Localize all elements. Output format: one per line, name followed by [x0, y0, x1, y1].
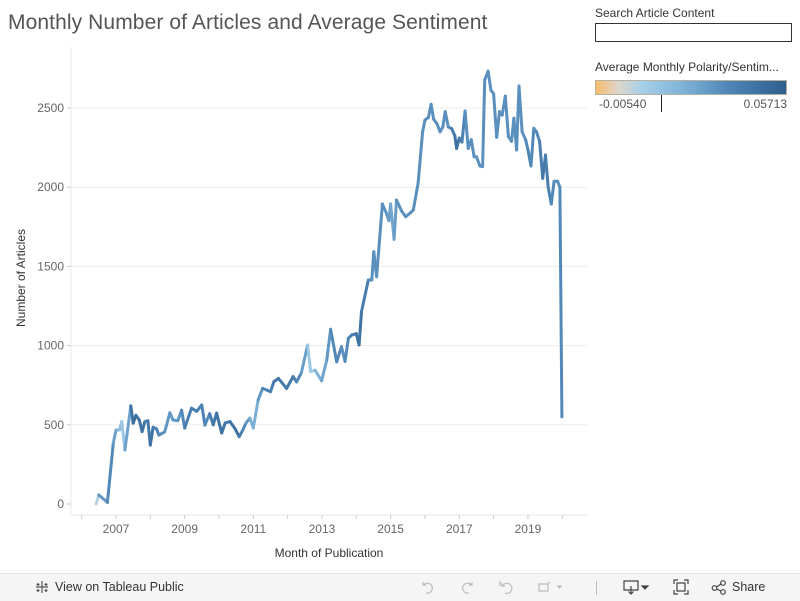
- line-segment: [411, 181, 420, 212]
- line-segment: [360, 278, 370, 314]
- revert-button[interactable]: [498, 579, 514, 595]
- legend-min-label: -0.00540: [599, 97, 647, 111]
- line-segment: [220, 421, 227, 435]
- legend-zero-marker: [661, 95, 662, 112]
- line-segment: [123, 404, 133, 452]
- line-segment: [306, 343, 313, 374]
- y-tick-label: 500: [44, 418, 64, 432]
- line-segment: [524, 138, 530, 152]
- line-segment: [148, 425, 155, 447]
- side-panel: Search Article Content Average Monthly P…: [595, 6, 795, 112]
- download-button[interactable]: [622, 579, 652, 595]
- line-segment: [549, 179, 556, 206]
- x-tick-label: 2009: [171, 522, 198, 536]
- line-chart: 0 500 1000 1500 2000 2500 2007 2009 2011 2013 2015…: [14, 47, 587, 560]
- download-icon: [622, 579, 652, 595]
- refresh-icon: [536, 579, 564, 595]
- y-tick-label: 0: [57, 497, 64, 511]
- line-segment: [392, 198, 398, 241]
- line-segment: [105, 441, 115, 504]
- line-segment: [256, 386, 265, 402]
- redo-button[interactable]: [459, 579, 475, 595]
- line-segment: [375, 202, 384, 279]
- view-on-tableau-public-button[interactable]: View on Tableau Public: [34, 579, 184, 595]
- y-tick-label: 2000: [37, 180, 64, 194]
- line-segment: [558, 185, 564, 419]
- line-segment: [469, 138, 476, 159]
- undo-icon: [420, 579, 436, 595]
- line-segment: [285, 375, 295, 390]
- line-segment: [463, 109, 470, 150]
- line-segment: [486, 69, 493, 92]
- line-segment: [183, 406, 193, 430]
- line-segment: [295, 371, 303, 384]
- y-axis-title: Number of Articles: [14, 229, 28, 327]
- refresh-button[interactable]: [536, 579, 564, 595]
- line-segment: [416, 130, 425, 185]
- fullscreen-icon: [673, 579, 689, 595]
- undo-button[interactable]: [420, 579, 436, 595]
- line-segment: [443, 110, 450, 129]
- legend-title: Average Monthly Polarity/Sentim...: [595, 60, 779, 74]
- x-axis-title: Month of Publication: [275, 546, 384, 560]
- tableau-toolbar: View on Tableau Public Share: [0, 573, 800, 601]
- line-segment: [299, 343, 310, 375]
- line-segment: [481, 78, 487, 169]
- legend-max-label: 0.05713: [743, 97, 787, 111]
- line-segment: [97, 493, 109, 504]
- line-segment: [215, 411, 224, 435]
- search-label: Search Article Content: [595, 6, 715, 20]
- x-tick-label: 2015: [377, 522, 404, 536]
- line-segment: [140, 420, 147, 434]
- line-segment: [200, 403, 207, 427]
- share-button[interactable]: Share: [711, 579, 765, 595]
- color-legend-ramp: [595, 80, 787, 95]
- tableau-logo-icon: [34, 579, 50, 595]
- line-segment: [475, 155, 482, 168]
- search-article-input[interactable]: [595, 23, 792, 42]
- line-segment: [535, 130, 542, 143]
- share-icon: [711, 579, 727, 595]
- line-segment: [357, 310, 363, 347]
- line-segment: [111, 428, 118, 445]
- fullscreen-button[interactable]: [673, 579, 689, 595]
- share-label: Share: [732, 580, 766, 594]
- line-segment: [544, 153, 550, 189]
- x-tick-label: 2017: [446, 522, 473, 536]
- line-segment: [329, 327, 339, 364]
- line-segment: [421, 118, 427, 134]
- x-tick-label: 2019: [515, 522, 542, 536]
- y-tick-label: 2500: [37, 101, 64, 115]
- x-tick-label: 2011: [240, 522, 266, 536]
- line-segment: [269, 380, 276, 394]
- line-segment: [517, 84, 524, 134]
- redo-icon: [459, 579, 475, 595]
- chart-title: Monthly Number of Articles and Average S…: [8, 11, 488, 34]
- line-segment: [343, 336, 350, 363]
- toolbar-divider: [596, 581, 597, 595]
- line-segment: [320, 358, 329, 383]
- line-segment: [395, 198, 404, 213]
- line-segment: [163, 411, 172, 434]
- line-segment: [495, 110, 501, 139]
- x-tick-label: 2007: [103, 522, 130, 536]
- line-segment: [529, 126, 536, 168]
- y-tick-label: 1500: [37, 259, 64, 273]
- line-segment: [325, 327, 333, 362]
- line-segment: [429, 102, 436, 121]
- x-tick-label: 2013: [309, 522, 336, 536]
- revert-icon: [498, 579, 514, 595]
- view-on-tableau-label: View on Tableau Public: [55, 580, 184, 594]
- line-segment: [276, 376, 289, 390]
- y-tick-label: 1000: [37, 339, 64, 353]
- line-segment: [251, 398, 260, 430]
- line-segment: [503, 94, 510, 138]
